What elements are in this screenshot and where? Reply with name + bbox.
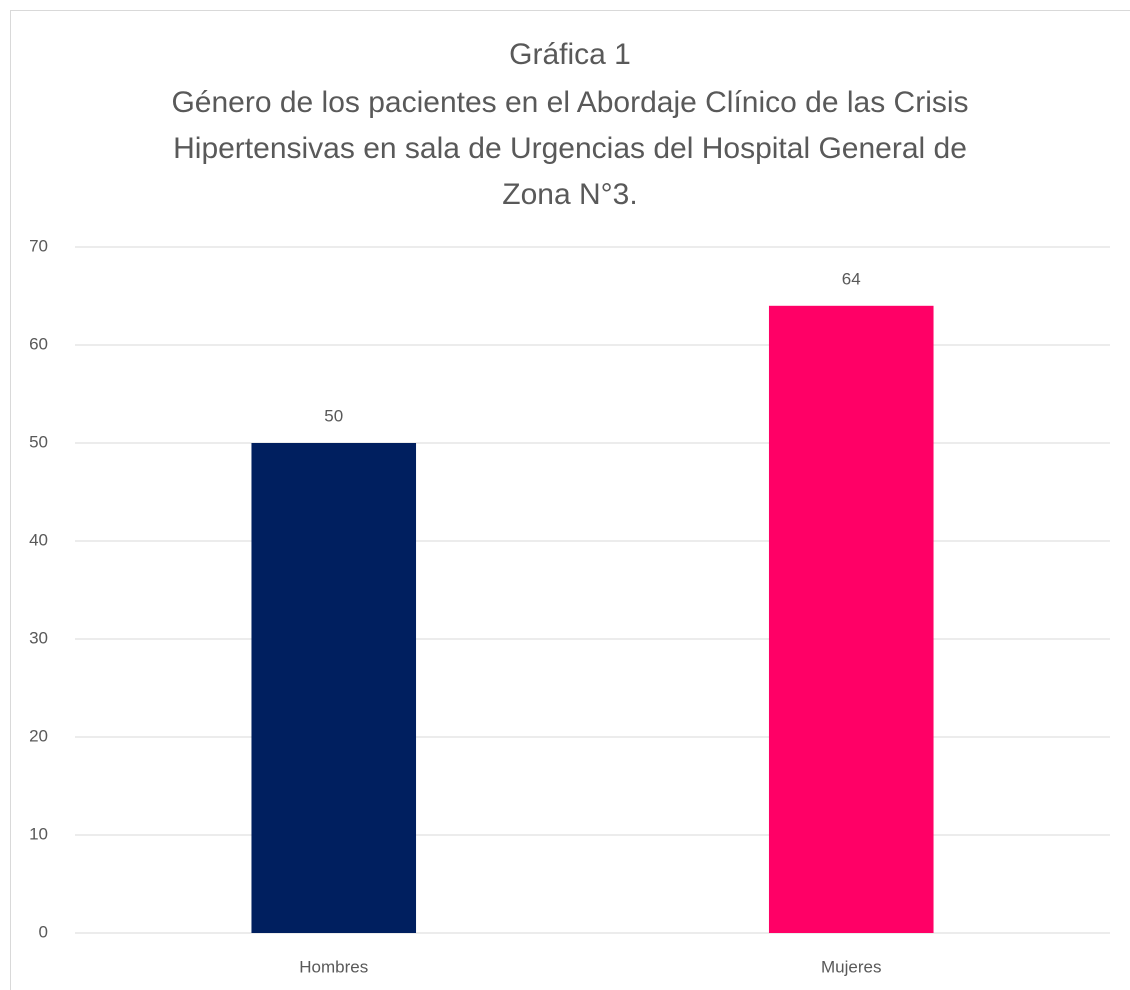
y-tick-label: 70 bbox=[29, 236, 48, 255]
bar bbox=[251, 443, 417, 933]
y-tick-label: 30 bbox=[29, 628, 48, 647]
y-tick-label: 20 bbox=[29, 726, 48, 745]
y-tick-label: 60 bbox=[29, 334, 48, 353]
data-label: 64 bbox=[842, 269, 861, 288]
chart-frame bbox=[10, 10, 1130, 990]
y-tick-label: 50 bbox=[29, 432, 48, 451]
chart-title: Gráfica 1 bbox=[509, 38, 631, 71]
y-tick-label: 40 bbox=[29, 530, 48, 549]
chart-subtitle: Zona N°3. bbox=[502, 178, 637, 211]
bar bbox=[768, 305, 934, 933]
y-tick-label: 0 bbox=[39, 922, 48, 941]
x-tick-label: Mujeres bbox=[821, 957, 881, 976]
chart-subtitle: Género de los pacientes en el Abordaje C… bbox=[171, 86, 968, 119]
y-tick-label: 10 bbox=[29, 824, 48, 843]
chart-subtitle: Hipertensivas en sala de Urgencias del H… bbox=[173, 132, 967, 165]
data-label: 50 bbox=[324, 406, 343, 425]
x-tick-label: Hombres bbox=[299, 957, 368, 976]
